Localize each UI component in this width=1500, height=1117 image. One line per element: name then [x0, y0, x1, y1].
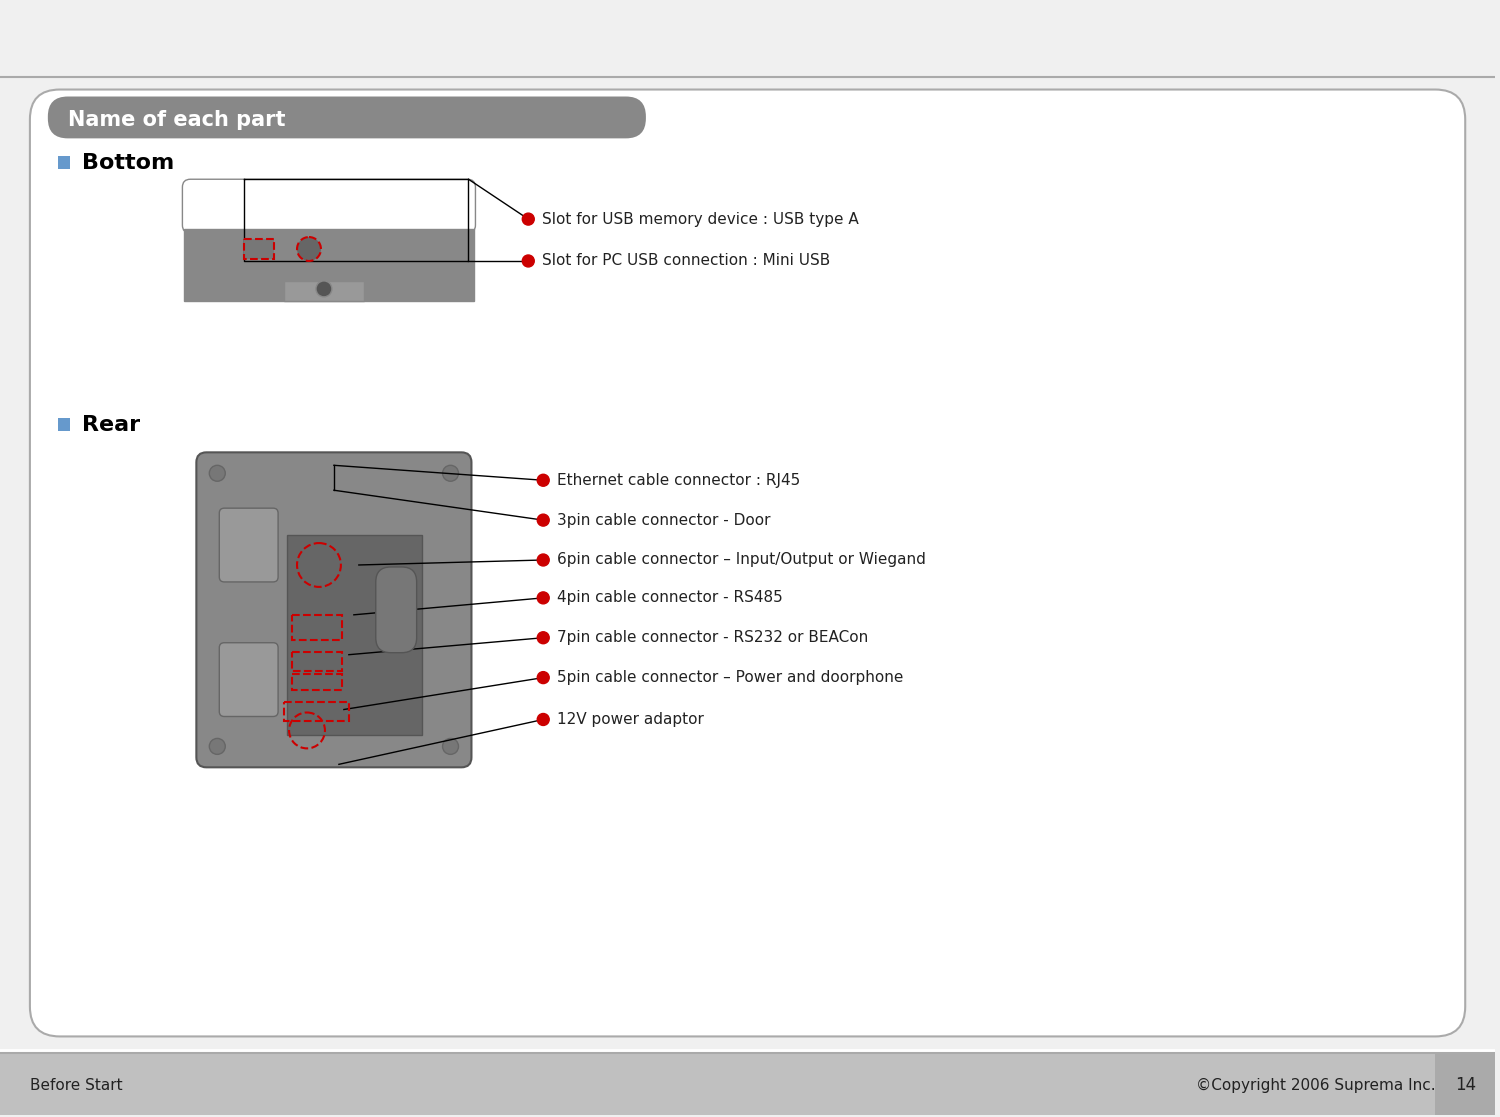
FancyBboxPatch shape	[219, 508, 278, 582]
Circle shape	[442, 466, 459, 481]
Text: Name of each part: Name of each part	[68, 111, 285, 131]
FancyBboxPatch shape	[48, 96, 646, 139]
Text: Before Start: Before Start	[30, 1078, 123, 1092]
Text: 7pin cable connector - RS232 or BEACon: 7pin cable connector - RS232 or BEACon	[556, 630, 868, 646]
FancyBboxPatch shape	[219, 642, 278, 716]
Circle shape	[297, 237, 321, 261]
Text: ©Copyright 2006 Suprema Inc.: ©Copyright 2006 Suprema Inc.	[1196, 1078, 1436, 1092]
Text: Slot for USB memory device : USB type A: Slot for USB memory device : USB type A	[542, 211, 860, 227]
Text: Bottom: Bottom	[81, 153, 174, 173]
FancyBboxPatch shape	[0, 1, 1496, 77]
Text: 3pin cable connector - Door: 3pin cable connector - Door	[556, 513, 771, 527]
Text: 4pin cable connector - RS485: 4pin cable connector - RS485	[556, 591, 783, 605]
FancyBboxPatch shape	[376, 567, 417, 652]
Text: Rear: Rear	[81, 416, 140, 436]
Circle shape	[522, 255, 534, 267]
FancyBboxPatch shape	[184, 229, 474, 302]
Text: 6pin cable connector – Input/Output or Wiegand: 6pin cable connector – Input/Output or W…	[556, 553, 926, 567]
Circle shape	[522, 213, 534, 226]
FancyBboxPatch shape	[57, 418, 70, 431]
Circle shape	[442, 738, 459, 754]
Text: 12V power adaptor: 12V power adaptor	[556, 712, 704, 727]
FancyBboxPatch shape	[286, 535, 422, 735]
FancyBboxPatch shape	[57, 156, 70, 169]
Circle shape	[537, 514, 549, 526]
FancyBboxPatch shape	[0, 1053, 1496, 1116]
Circle shape	[210, 466, 225, 481]
Circle shape	[316, 280, 332, 297]
FancyBboxPatch shape	[1436, 1053, 1496, 1116]
FancyBboxPatch shape	[183, 179, 476, 233]
FancyBboxPatch shape	[284, 280, 364, 302]
FancyBboxPatch shape	[30, 89, 1466, 1037]
Circle shape	[537, 475, 549, 486]
Text: 5pin cable connector – Power and doorphone: 5pin cable connector – Power and doorpho…	[556, 670, 903, 685]
Circle shape	[210, 738, 225, 754]
Text: Slot for PC USB connection : Mini USB: Slot for PC USB connection : Mini USB	[542, 254, 831, 268]
Text: Ethernet cable connector : RJ45: Ethernet cable connector : RJ45	[556, 472, 801, 488]
Circle shape	[537, 592, 549, 604]
Circle shape	[537, 671, 549, 684]
FancyBboxPatch shape	[196, 452, 471, 767]
Circle shape	[537, 554, 549, 566]
Circle shape	[537, 632, 549, 643]
Circle shape	[537, 714, 549, 725]
Text: 14: 14	[1455, 1077, 1476, 1095]
FancyBboxPatch shape	[244, 239, 274, 259]
